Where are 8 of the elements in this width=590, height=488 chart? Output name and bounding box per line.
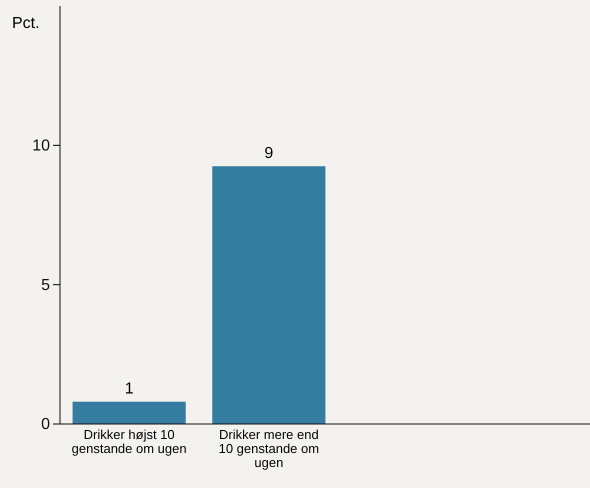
x-tick-label: Drikker mere end 10 genstande om ugen [218,427,320,470]
x-tick-label: Drikker højst 10 genstande om ugen [72,427,187,456]
y-tick-label: 0 [41,416,50,434]
data-label: 9 [264,145,274,162]
y-axis-title: Pct. [12,15,40,32]
y-tick-label: 10 [32,137,50,154]
data-label: 1 [124,380,134,398]
y-tick-label: 5 [41,276,50,294]
